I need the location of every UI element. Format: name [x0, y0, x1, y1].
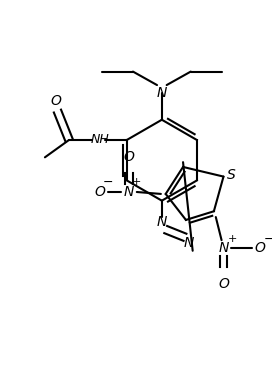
- Text: O: O: [255, 241, 265, 255]
- Text: N: N: [124, 185, 134, 199]
- Text: O: O: [124, 150, 135, 164]
- Text: O: O: [95, 185, 106, 199]
- Text: N: N: [218, 241, 229, 255]
- Text: −: −: [264, 233, 272, 246]
- Text: +: +: [132, 177, 141, 187]
- Text: NH: NH: [91, 134, 109, 146]
- Text: O: O: [50, 94, 61, 108]
- Text: S: S: [227, 168, 236, 182]
- Text: −: −: [103, 176, 113, 189]
- Text: O: O: [218, 276, 229, 291]
- Text: N: N: [157, 215, 167, 229]
- Text: +: +: [227, 234, 237, 244]
- Text: N: N: [157, 86, 167, 100]
- Text: N: N: [184, 236, 194, 250]
